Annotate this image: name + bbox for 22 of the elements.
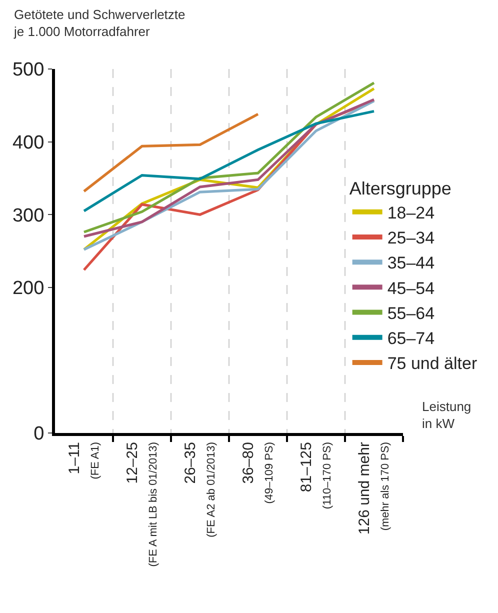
legend-label: 35–44 xyxy=(387,254,435,273)
x-tick-label: 81–125 (110–170 PS) xyxy=(298,442,334,510)
y-tick-label: 300 xyxy=(12,205,44,226)
legend-label: 18–24 xyxy=(387,204,435,222)
legend-label: 45–54 xyxy=(387,278,435,298)
legend-label: 75 und älter xyxy=(387,354,478,374)
x-tick-label: 26–35 (FE A2 ab 01/2013) xyxy=(182,442,218,538)
x-tick-label: 126 und mehr (mehr als 170 PS) xyxy=(356,442,392,535)
legend-label: 65–74 xyxy=(387,329,435,348)
x-axis-title: Leistung in kW xyxy=(422,399,472,431)
legend-label: 55–64 xyxy=(387,304,435,323)
y-tick-label: 400 xyxy=(12,132,44,154)
legend-title: Altersgruppe xyxy=(349,178,452,198)
x-tick-label: 12–25 (FE A mit LB bis 01/2013) xyxy=(124,442,160,567)
y-tick-label: 0 xyxy=(34,424,44,445)
x-tick-label: 1–11 (FE A1) xyxy=(66,442,102,480)
y-axis-title: Getötete und Schwerverletzte je 1.000 Motorradfahrer xyxy=(13,7,186,39)
y-tick-label: 500 xyxy=(12,60,44,81)
y-tick-label: 200 xyxy=(12,278,44,300)
x-tick-label: 36–80 (49–109 PS) xyxy=(240,442,276,504)
legend-label: 25–34 xyxy=(387,228,435,248)
line-series xyxy=(82,112,260,193)
